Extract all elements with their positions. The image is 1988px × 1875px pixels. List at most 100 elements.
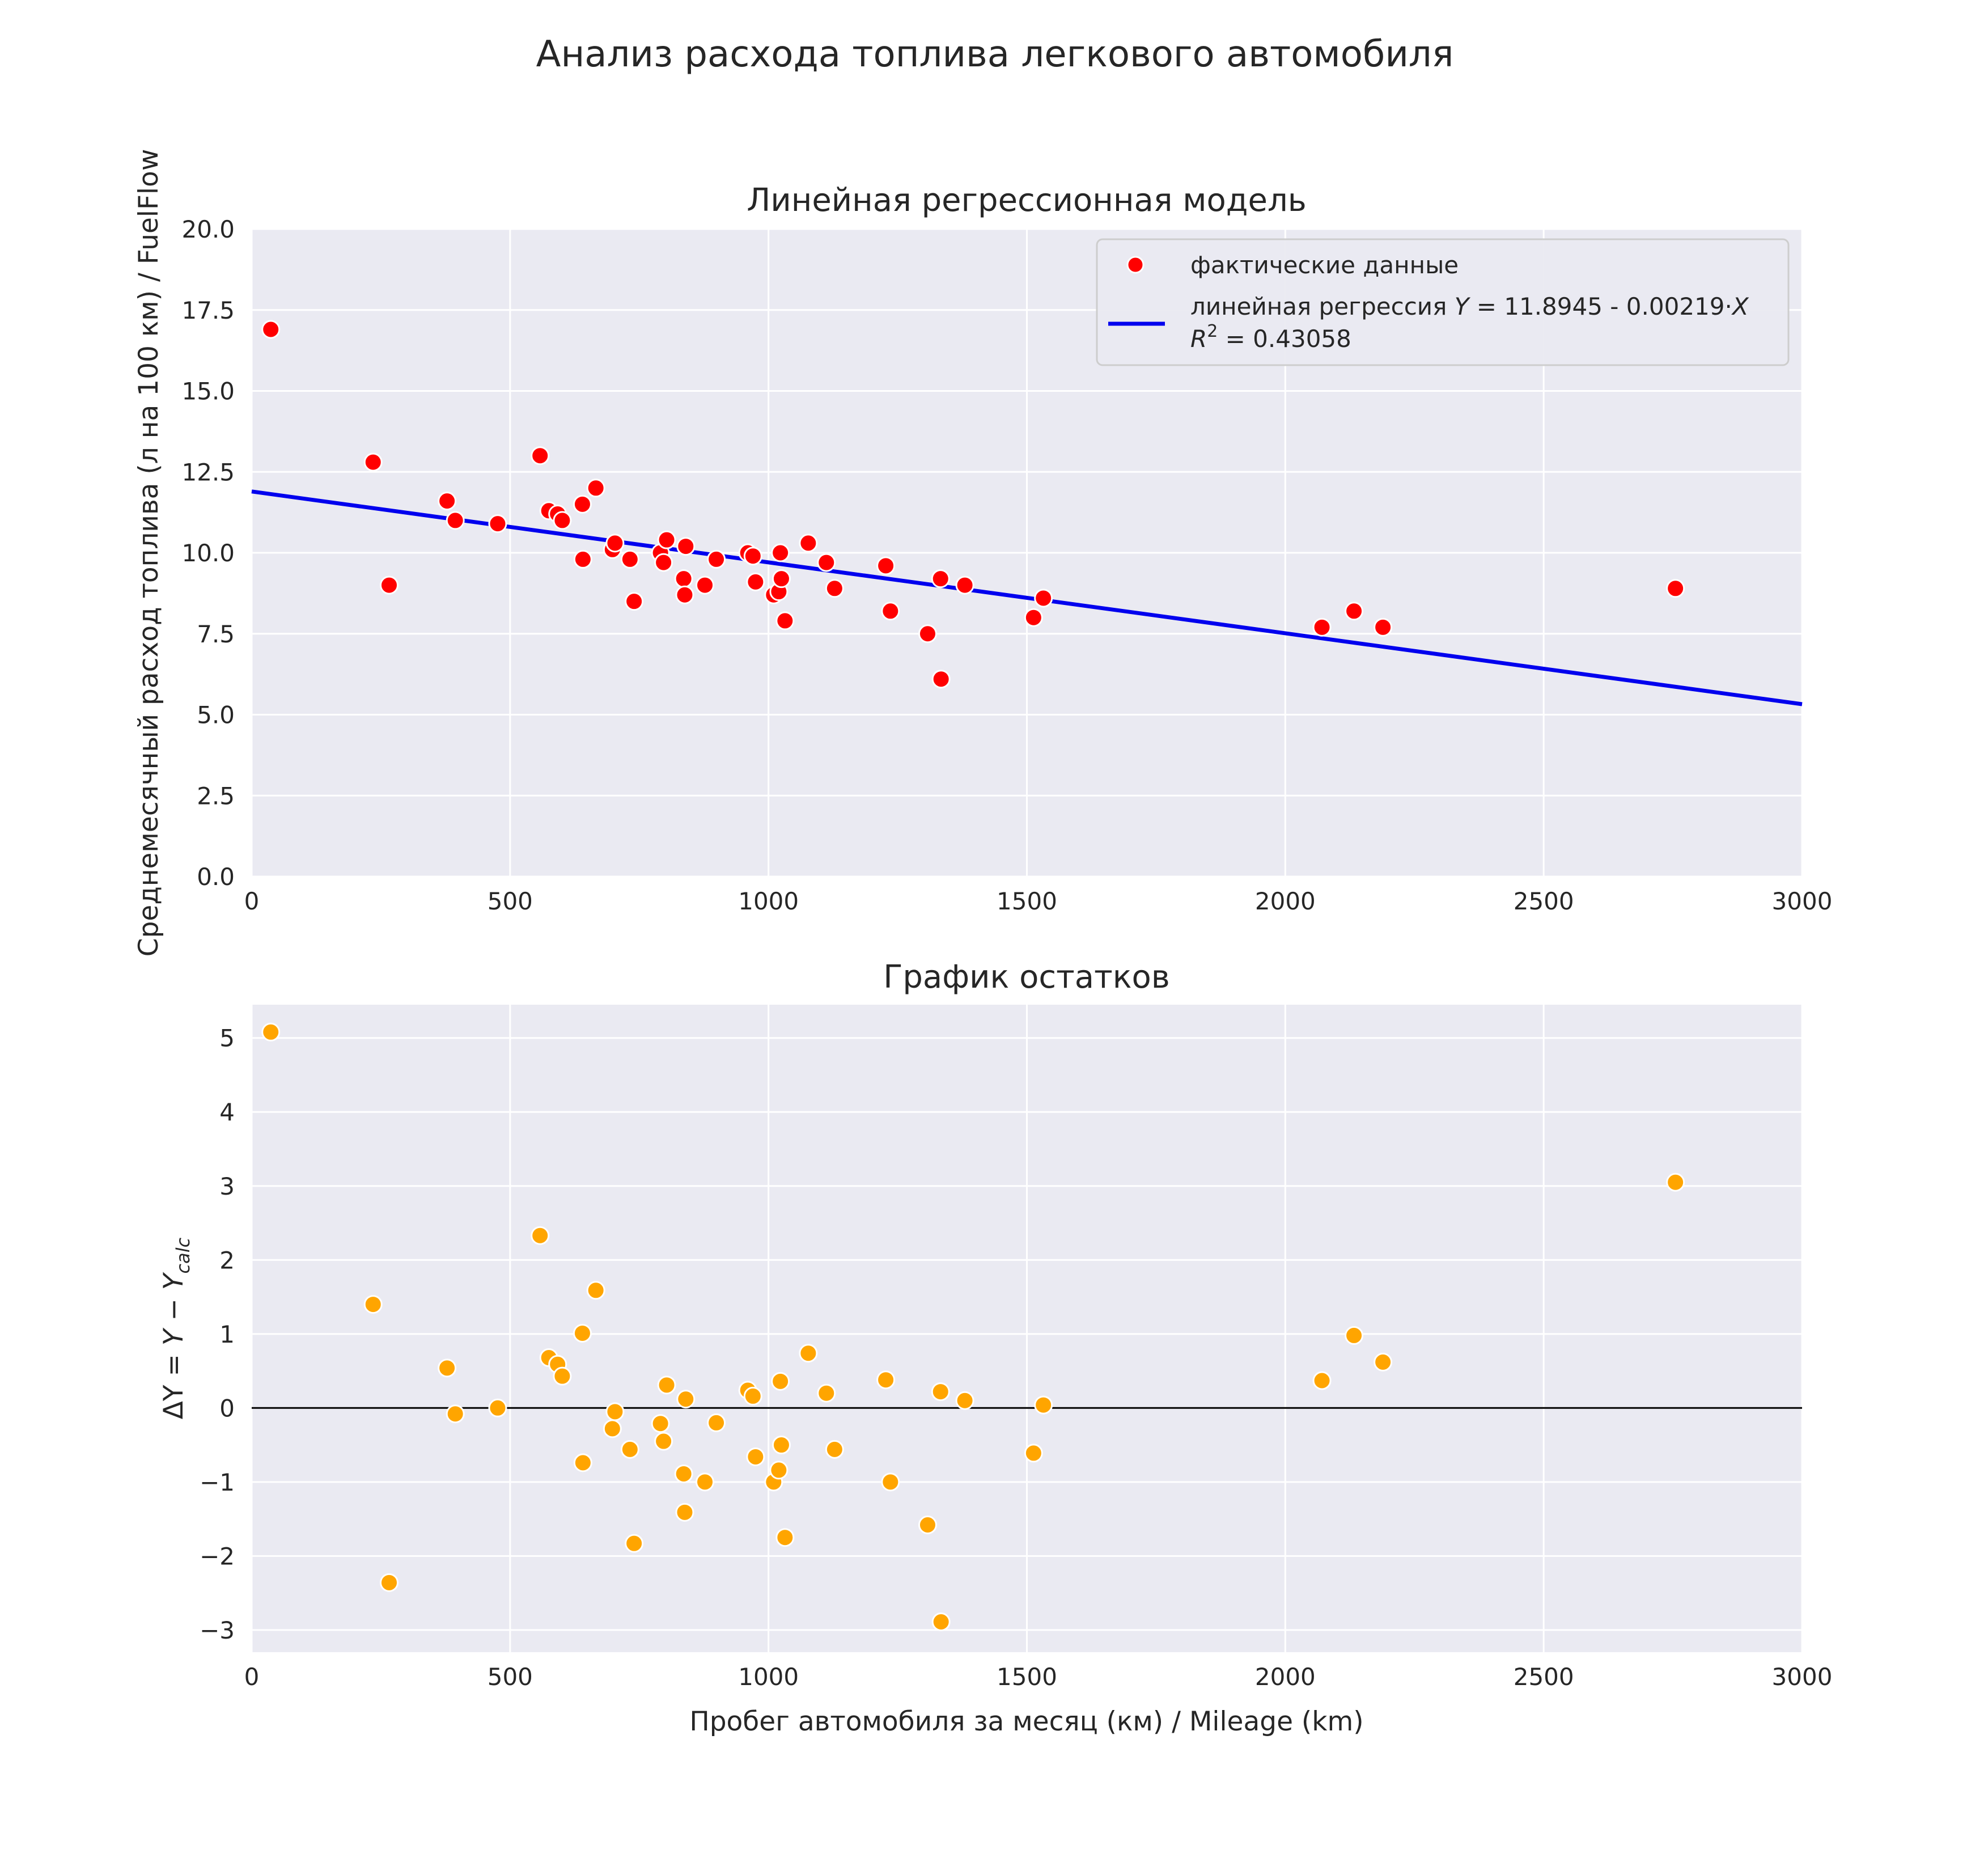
- data-point: [746, 572, 765, 591]
- residual-point: [586, 1281, 605, 1300]
- residual-point: [573, 1323, 592, 1343]
- residual-points: [261, 1022, 1685, 1631]
- residual-point: [605, 1402, 625, 1421]
- y-tick-label: 15.0: [181, 378, 235, 405]
- y-tick-label: 2.5: [197, 782, 235, 810]
- residuals-x-axis-label: Пробег автомобиля за месяц (км) / Mileag…: [689, 1706, 1363, 1737]
- data-point: [605, 534, 625, 553]
- legend-box: [1096, 238, 1790, 366]
- y-tick-label: 4: [219, 1098, 235, 1126]
- data-point: [620, 549, 639, 569]
- y-tick-label: −1: [200, 1468, 235, 1496]
- y-tick-label: 10.0: [181, 539, 235, 567]
- residual-point: [654, 1432, 673, 1451]
- y-tick-label: 20.0: [181, 215, 235, 243]
- regression-gridlines: [251, 228, 1803, 878]
- regression-panel: 0 500 1000 1500 2000 2500 3000 0.0 2.5 5.0 7.5 10.…: [133, 149, 1832, 957]
- regression-line-layer: [251, 489, 1803, 706]
- residual-point: [675, 1502, 694, 1522]
- y-tick-label: 7.5: [197, 620, 235, 648]
- legend-r2-label: R2 = 0.43058: [1190, 321, 1351, 353]
- x-tick-label: 500: [488, 1663, 533, 1691]
- data-point: [573, 494, 592, 514]
- legend-line-label: линейная регрессия Y = 11.8945 - 0.00219…: [1190, 293, 1749, 320]
- residual-point: [1666, 1173, 1685, 1192]
- actual-data-points: [261, 320, 1685, 689]
- residual-point: [1034, 1395, 1053, 1415]
- x-tick-label: 1000: [738, 1663, 799, 1691]
- residual-point: [573, 1453, 592, 1472]
- residual-point: [743, 1386, 762, 1406]
- data-point: [657, 530, 676, 549]
- residual-point: [620, 1440, 639, 1459]
- data-point: [380, 575, 399, 595]
- legend-point-marker: [1126, 256, 1145, 274]
- data-point: [743, 547, 762, 566]
- residual-point: [825, 1440, 844, 1459]
- regression-legend: фактические данные линейная регрессия Y …: [1096, 238, 1790, 366]
- residuals-panel: 0 500 1000 1500 2000 2500 3000 −3 −2 −1 0 1 2 3 4 5 Гр…: [158, 959, 1832, 1737]
- x-tick-label: 2000: [1255, 1663, 1316, 1691]
- y-tick-label: 5.0: [197, 701, 235, 729]
- data-point: [446, 511, 465, 530]
- data-point: [772, 569, 791, 589]
- data-point: [625, 592, 644, 611]
- residual-point: [553, 1366, 572, 1386]
- data-point: [674, 569, 693, 589]
- residual-point: [1374, 1352, 1393, 1372]
- data-point: [675, 585, 694, 604]
- data-point: [955, 575, 974, 595]
- regression-line: [251, 489, 1803, 706]
- legend-points-label: фактические данные: [1190, 251, 1459, 279]
- x-tick-label: 0: [244, 887, 260, 915]
- residual-point: [674, 1464, 693, 1483]
- residual-point: [918, 1516, 937, 1535]
- residual-point: [1345, 1326, 1364, 1345]
- data-point: [931, 569, 950, 589]
- data-point: [1034, 589, 1053, 608]
- data-point: [799, 534, 818, 553]
- residuals-y-ticks: −3 −2 −1 0 1 2 3 4 5: [200, 1025, 235, 1644]
- data-point: [261, 320, 281, 339]
- y-tick-label: 12.5: [181, 458, 235, 486]
- regression-y-ticks: 0.0 2.5 5.0 7.5 10.0 12.5 15.0 17.5 20.0: [181, 215, 235, 891]
- residual-point: [696, 1472, 715, 1492]
- data-point: [817, 553, 836, 572]
- residual-point: [799, 1344, 818, 1363]
- y-tick-label: −3: [200, 1616, 235, 1644]
- residual-point: [881, 1472, 900, 1492]
- data-point: [707, 549, 726, 569]
- data-point: [676, 537, 696, 556]
- residuals-x-ticks: 0 500 1000 1500 2000 2500 3000: [244, 1663, 1833, 1691]
- x-tick-label: 2500: [1514, 1663, 1574, 1691]
- data-point: [771, 543, 790, 562]
- data-point: [438, 492, 457, 511]
- residual-point: [746, 1447, 765, 1466]
- residual-point: [380, 1573, 399, 1592]
- data-point: [488, 514, 507, 534]
- x-tick-label: 2500: [1514, 887, 1574, 915]
- residuals-title: График остатков: [883, 959, 1170, 996]
- y-tick-label: 0.0: [197, 863, 235, 891]
- residual-point: [625, 1534, 644, 1553]
- data-point: [573, 549, 592, 569]
- residual-point: [931, 1612, 951, 1631]
- x-tick-label: 3000: [1772, 1663, 1833, 1691]
- data-point: [531, 446, 550, 465]
- data-point: [931, 670, 951, 689]
- residual-point: [531, 1226, 550, 1245]
- x-tick-label: 1500: [997, 1663, 1057, 1691]
- residual-point: [446, 1404, 465, 1424]
- residual-point: [772, 1436, 791, 1455]
- figure-title: Анализ расхода топлива легкового автомоб…: [536, 33, 1454, 75]
- residual-point: [769, 1461, 789, 1480]
- x-tick-label: 1000: [738, 887, 799, 915]
- residual-point: [931, 1382, 950, 1402]
- data-point: [775, 611, 795, 630]
- residual-point: [261, 1022, 281, 1042]
- residual-point: [1024, 1444, 1043, 1463]
- data-point: [881, 602, 900, 621]
- data-point: [586, 479, 605, 498]
- regression-title: Линейная регрессионная модель: [747, 182, 1307, 219]
- residual-point: [651, 1414, 670, 1433]
